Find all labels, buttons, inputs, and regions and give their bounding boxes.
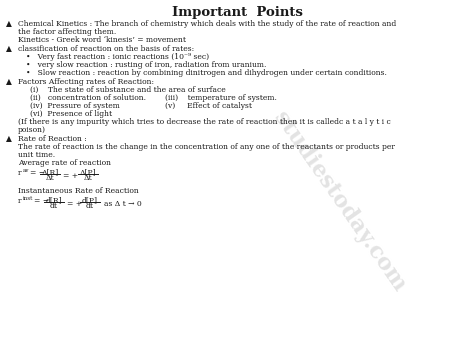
Text: = −: = − [34, 197, 49, 205]
Text: Chemical Kinetics : The branch of chemistry which deals with the study of the ra: Chemical Kinetics : The branch of chemis… [18, 20, 396, 28]
Text: (v)     Effect of catalyst: (v) Effect of catalyst [165, 102, 252, 110]
Text: inst: inst [22, 196, 33, 201]
Text: = +: = + [67, 199, 82, 207]
Text: r: r [18, 197, 21, 205]
Text: The rate of reaction is the change in the concentration of any one of the reacta: The rate of reaction is the change in th… [18, 143, 395, 151]
Text: = +: = + [63, 172, 78, 180]
Text: as Δ t → 0: as Δ t → 0 [104, 199, 142, 207]
Text: d[P]: d[P] [82, 197, 98, 205]
Text: d[R]: d[R] [46, 197, 62, 205]
Text: r: r [18, 169, 21, 177]
Text: the factor affecting them.: the factor affecting them. [18, 28, 116, 36]
Text: (iv)  Pressure of system: (iv) Pressure of system [30, 102, 120, 110]
Text: dt: dt [50, 202, 58, 210]
Text: Δ[R]: Δ[R] [41, 168, 59, 177]
Text: Factors Affecting rates of Reaction:: Factors Affecting rates of Reaction: [18, 78, 154, 86]
Text: (vi)  Presence of light: (vi) Presence of light [30, 110, 112, 118]
Text: Average rate of reaction: Average rate of reaction [18, 159, 111, 167]
Text: ▲: ▲ [6, 135, 12, 143]
Text: unit time.: unit time. [18, 151, 55, 159]
Text: studiestoday.com: studiestoday.com [270, 108, 410, 296]
Text: ▲: ▲ [6, 20, 12, 28]
Text: Rate of Reaction :: Rate of Reaction : [18, 135, 87, 143]
Text: Kinetics - Greek word ‘kinesis’ = movement: Kinetics - Greek word ‘kinesis’ = moveme… [18, 36, 186, 44]
Text: (ii)   concentration of solution.: (ii) concentration of solution. [30, 94, 146, 102]
Text: classification of reaction on the basis of rates:: classification of reaction on the basis … [18, 45, 194, 53]
Text: av: av [22, 168, 29, 173]
Text: Δ[P]: Δ[P] [80, 168, 96, 177]
Text: ▲: ▲ [6, 78, 12, 86]
Text: Δt: Δt [84, 174, 92, 182]
Text: (If there is any impurity which tries to decrease the rate of reaction then it i: (If there is any impurity which tries to… [18, 118, 391, 126]
Text: Δt: Δt [46, 174, 55, 182]
Text: = −: = − [30, 169, 45, 177]
Text: •   Very fast reaction : ionic reactions (10⁻⁹ sec): • Very fast reaction : ionic reactions (… [26, 53, 209, 61]
Text: poison): poison) [18, 126, 46, 134]
Text: Important  Points: Important Points [172, 6, 302, 19]
Text: •   very slow reaction : rusting of iron, radiation from uranium.: • very slow reaction : rusting of iron, … [26, 61, 266, 69]
Text: dt: dt [86, 202, 94, 210]
Text: (iii)    temperature of system.: (iii) temperature of system. [165, 94, 277, 102]
Text: •   Slow reaction : reaction by combining dinitrogen and dihydrogen under certai: • Slow reaction : reaction by combining … [26, 69, 387, 77]
Text: (i)    The state of substance and the area of surface: (i) The state of substance and the area … [30, 86, 226, 94]
Text: Instantaneous Rate of Reaction: Instantaneous Rate of Reaction [18, 187, 139, 195]
Text: ▲: ▲ [6, 45, 12, 53]
